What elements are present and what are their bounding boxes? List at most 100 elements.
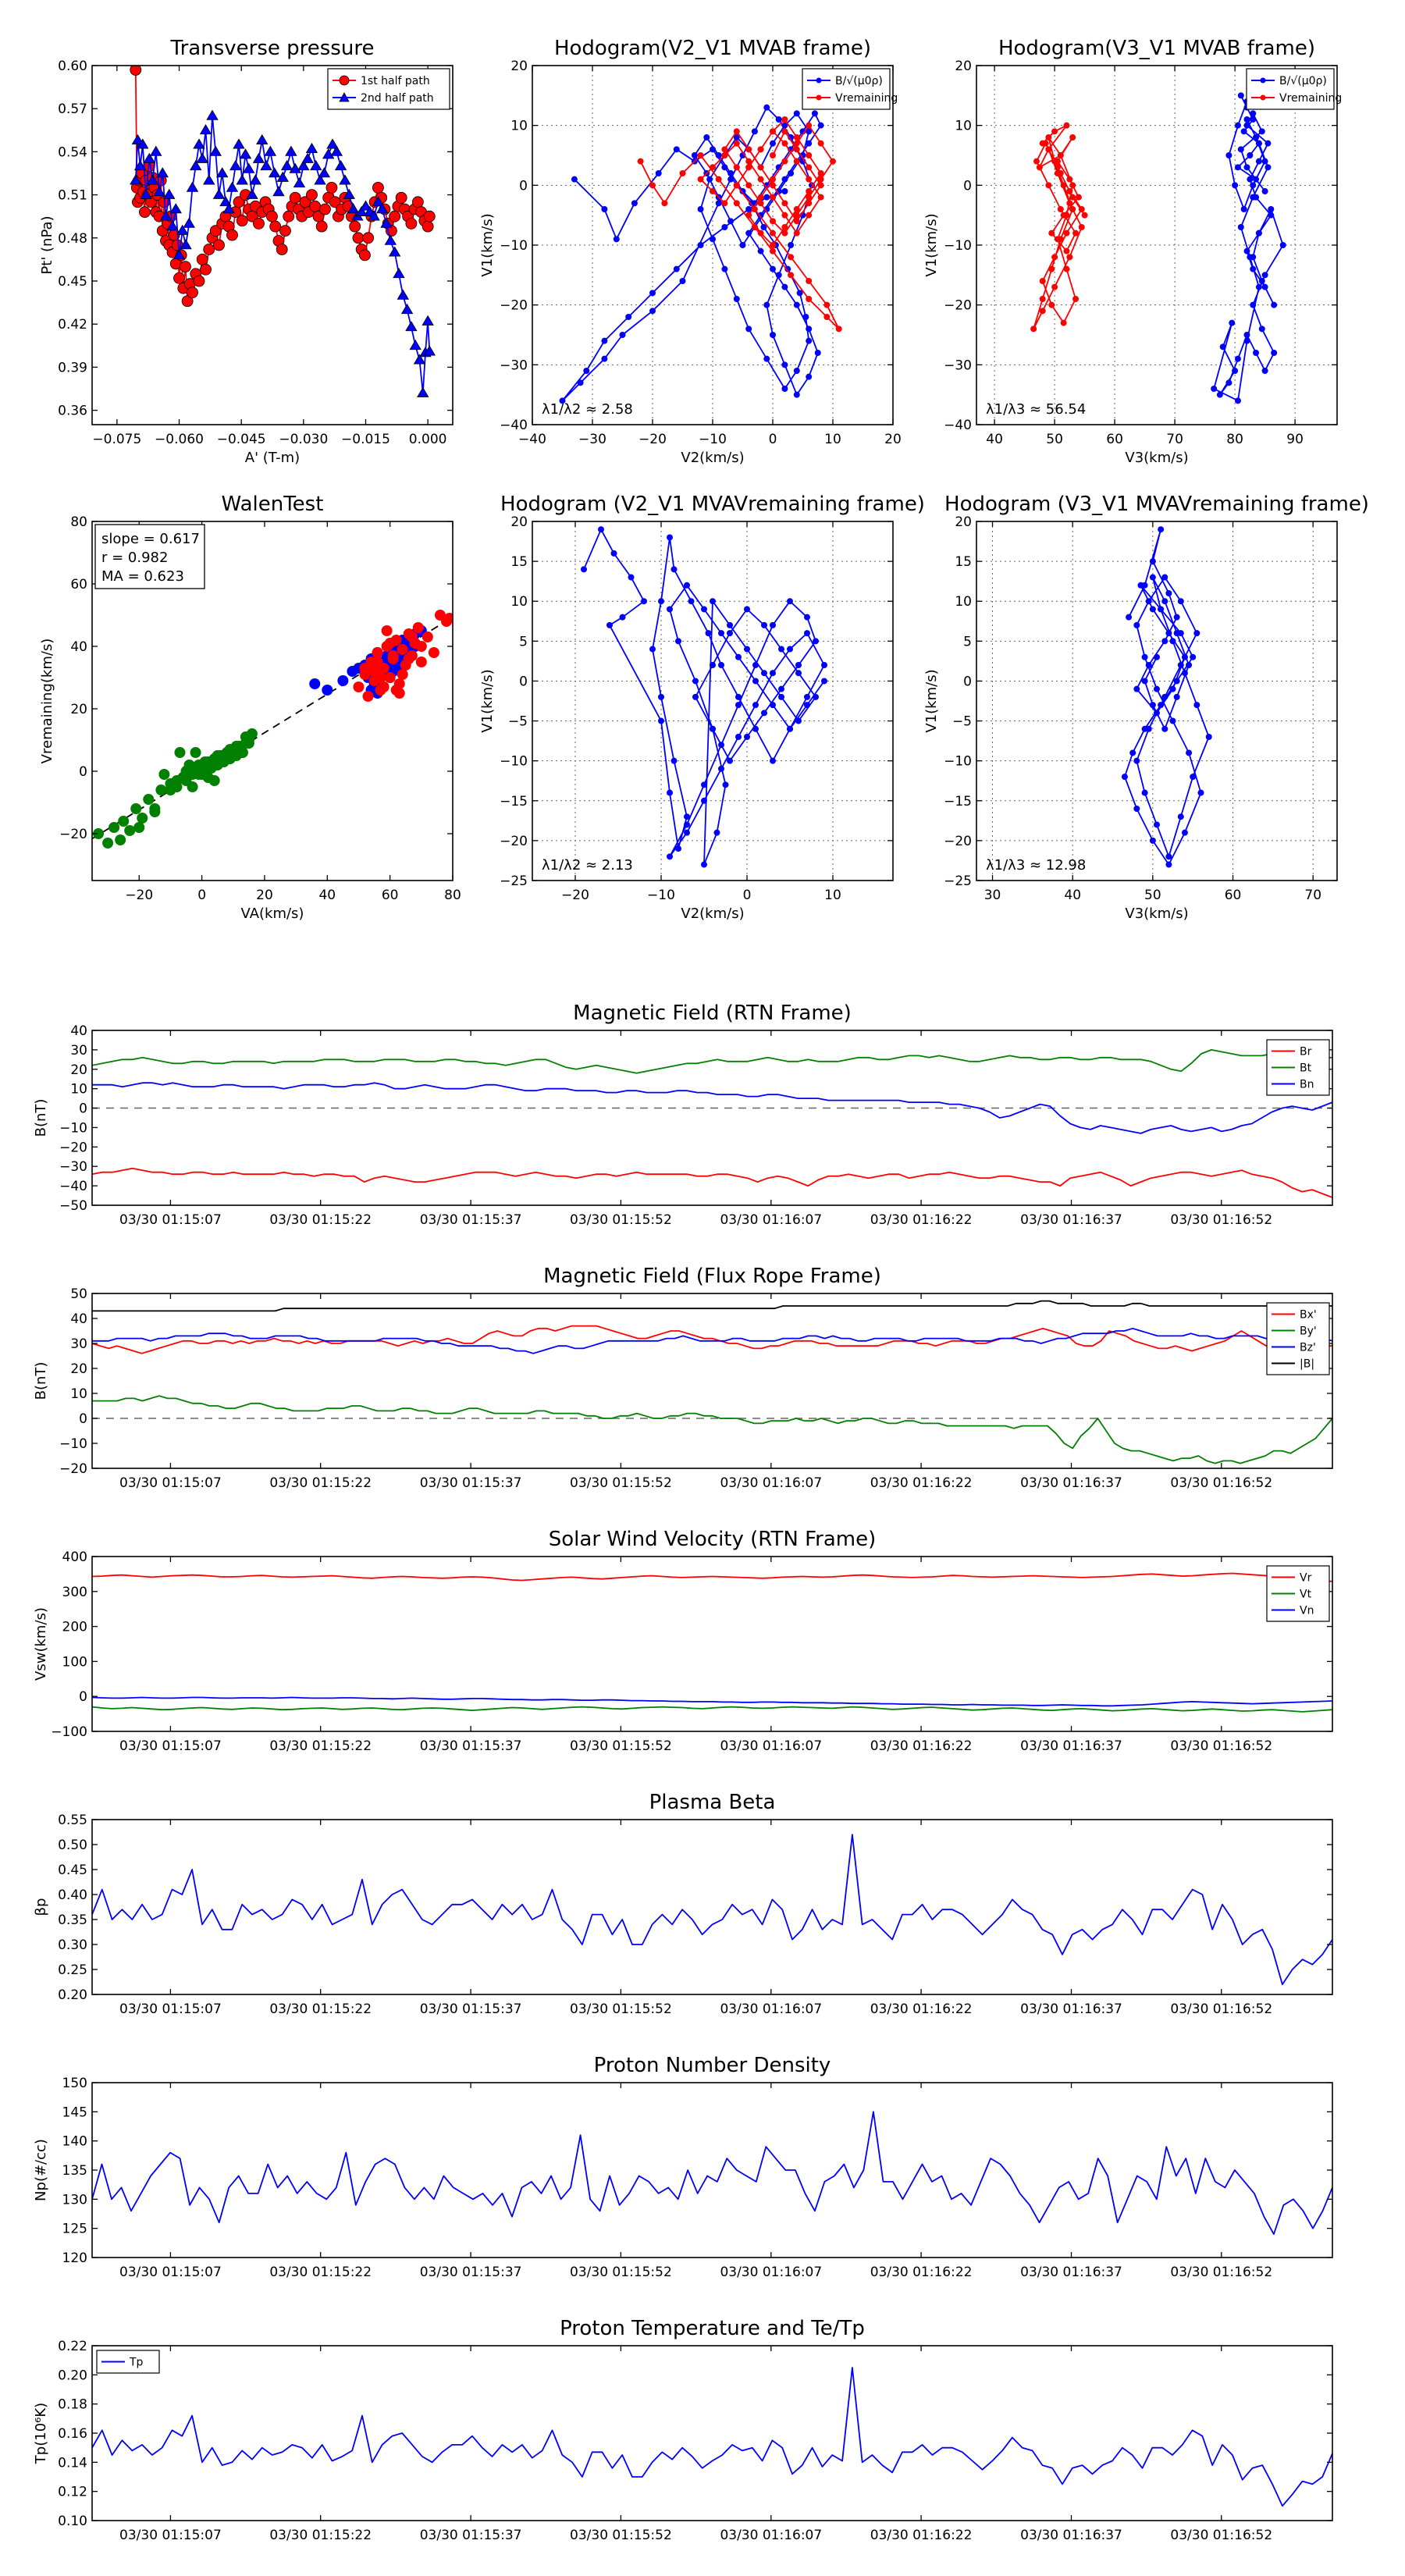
data-point (1205, 734, 1212, 740)
y-tick-label: −25 (500, 873, 528, 889)
data-point (770, 702, 776, 709)
data-point (781, 212, 788, 219)
data-point (375, 672, 386, 683)
data-point (710, 598, 716, 605)
x-tick-label: 03/30 01:16:52 (1170, 2265, 1272, 2280)
data-point (159, 210, 173, 221)
data-point (745, 212, 752, 219)
data-point (1193, 702, 1200, 709)
plot-area (976, 521, 1337, 881)
data-point (1232, 182, 1239, 189)
x-tick-label: 10 (824, 432, 841, 447)
data-point (1255, 229, 1262, 237)
data-point (1243, 337, 1250, 344)
data-point (1177, 662, 1184, 668)
data-point (1137, 582, 1144, 589)
data-point (813, 638, 819, 645)
data-point (387, 650, 399, 661)
data-point (713, 829, 720, 836)
data-point (1063, 229, 1070, 237)
data-point (1261, 368, 1268, 374)
data-point (322, 148, 335, 159)
y-tick-label: 0.36 (58, 404, 87, 419)
series-Vt (92, 1706, 1332, 1713)
data-point (718, 662, 724, 668)
data-point (1165, 630, 1172, 637)
data-point (781, 283, 788, 290)
data-point (793, 158, 800, 165)
data-point (727, 757, 733, 764)
data-point (253, 217, 265, 229)
series-By' (92, 1395, 1332, 1464)
data-point (1078, 206, 1085, 212)
x-tick-label: 03/30 01:15:22 (269, 2265, 372, 2280)
x-tick-label: 0 (197, 888, 206, 903)
data-point (751, 224, 758, 230)
series-Bt (92, 1049, 1332, 1074)
data-point (1133, 806, 1140, 812)
data-point (176, 224, 189, 235)
data-point (821, 678, 827, 685)
data-point (649, 290, 656, 297)
data-point (817, 176, 824, 183)
y-tick-label: 150 (62, 2076, 87, 2091)
data-point (793, 140, 800, 147)
data-point (1234, 397, 1241, 404)
data-point (675, 845, 681, 852)
chart-title: Hodogram(V3_V1 MVAB frame) (998, 37, 1315, 60)
data-point (206, 109, 219, 120)
data-point (309, 678, 321, 689)
y-tick-label: 145 (62, 2105, 87, 2120)
data-point (209, 225, 222, 237)
data-point (727, 176, 735, 183)
stats-box (94, 524, 205, 589)
data-point (823, 314, 831, 320)
data-point (279, 225, 291, 237)
data-point (1075, 194, 1082, 201)
data-point (793, 391, 800, 398)
data-point (1211, 386, 1218, 392)
y-tick-label: −40 (59, 1179, 87, 1194)
plot-area (92, 610, 453, 849)
y-tick-label: 20 (510, 514, 528, 530)
data-point (788, 272, 795, 279)
data-point (733, 296, 740, 302)
data-point (368, 210, 380, 221)
eigen-ratio-label: λ1/λ2 ≈ 2.58 (542, 401, 633, 418)
y-tick-label: 20 (70, 702, 87, 717)
plot-frame (91, 1556, 1333, 1732)
data-point (130, 66, 142, 76)
data-point (397, 669, 408, 680)
series-line (92, 2111, 1332, 2236)
data-point (276, 244, 288, 255)
data-point (619, 332, 626, 338)
data-point (372, 196, 385, 207)
y-tick-label: 0.55 (58, 1813, 87, 1828)
data-point (679, 278, 686, 284)
series-Bn (92, 1082, 1332, 1134)
data-point (691, 152, 698, 158)
data-point (422, 315, 434, 326)
y-tick-label: 0 (963, 674, 972, 689)
y-tick-label: 135 (62, 2163, 87, 2179)
data-point (384, 672, 396, 683)
data-point (173, 249, 186, 260)
data-point (1264, 164, 1272, 171)
data-point (806, 140, 813, 147)
data-point (1048, 301, 1055, 308)
data-point (393, 688, 405, 699)
series-Br (92, 1167, 1332, 1198)
data-point (1141, 653, 1148, 660)
plot-area (92, 2367, 1332, 2507)
x-tick-label: 03/30 01:16:07 (720, 2528, 822, 2543)
x-tick-label: 03/30 01:16:52 (1170, 1212, 1272, 1228)
data-point (718, 765, 724, 772)
data-point (806, 373, 813, 380)
data-point (1149, 606, 1156, 613)
data-point (739, 188, 746, 194)
data-point (757, 229, 764, 237)
data-point (781, 224, 788, 230)
data-point (770, 152, 776, 158)
chart-pt: Transverse pressure 0.36 0.39 0.42 0.45 0.48 0… (39, 37, 454, 466)
data-point (649, 646, 656, 653)
